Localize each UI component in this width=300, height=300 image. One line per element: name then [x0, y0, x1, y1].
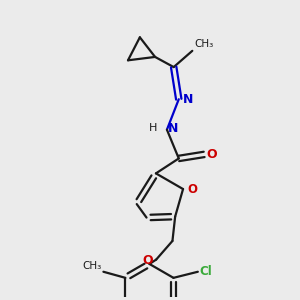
Text: CH₃: CH₃ — [194, 39, 213, 49]
Text: Cl: Cl — [200, 265, 213, 278]
Text: CH₃: CH₃ — [82, 261, 102, 271]
Text: N: N — [168, 122, 178, 134]
Text: O: O — [188, 183, 198, 196]
Text: O: O — [142, 254, 153, 267]
Text: O: O — [207, 148, 217, 161]
Text: N: N — [183, 93, 193, 106]
Text: H: H — [148, 123, 157, 133]
